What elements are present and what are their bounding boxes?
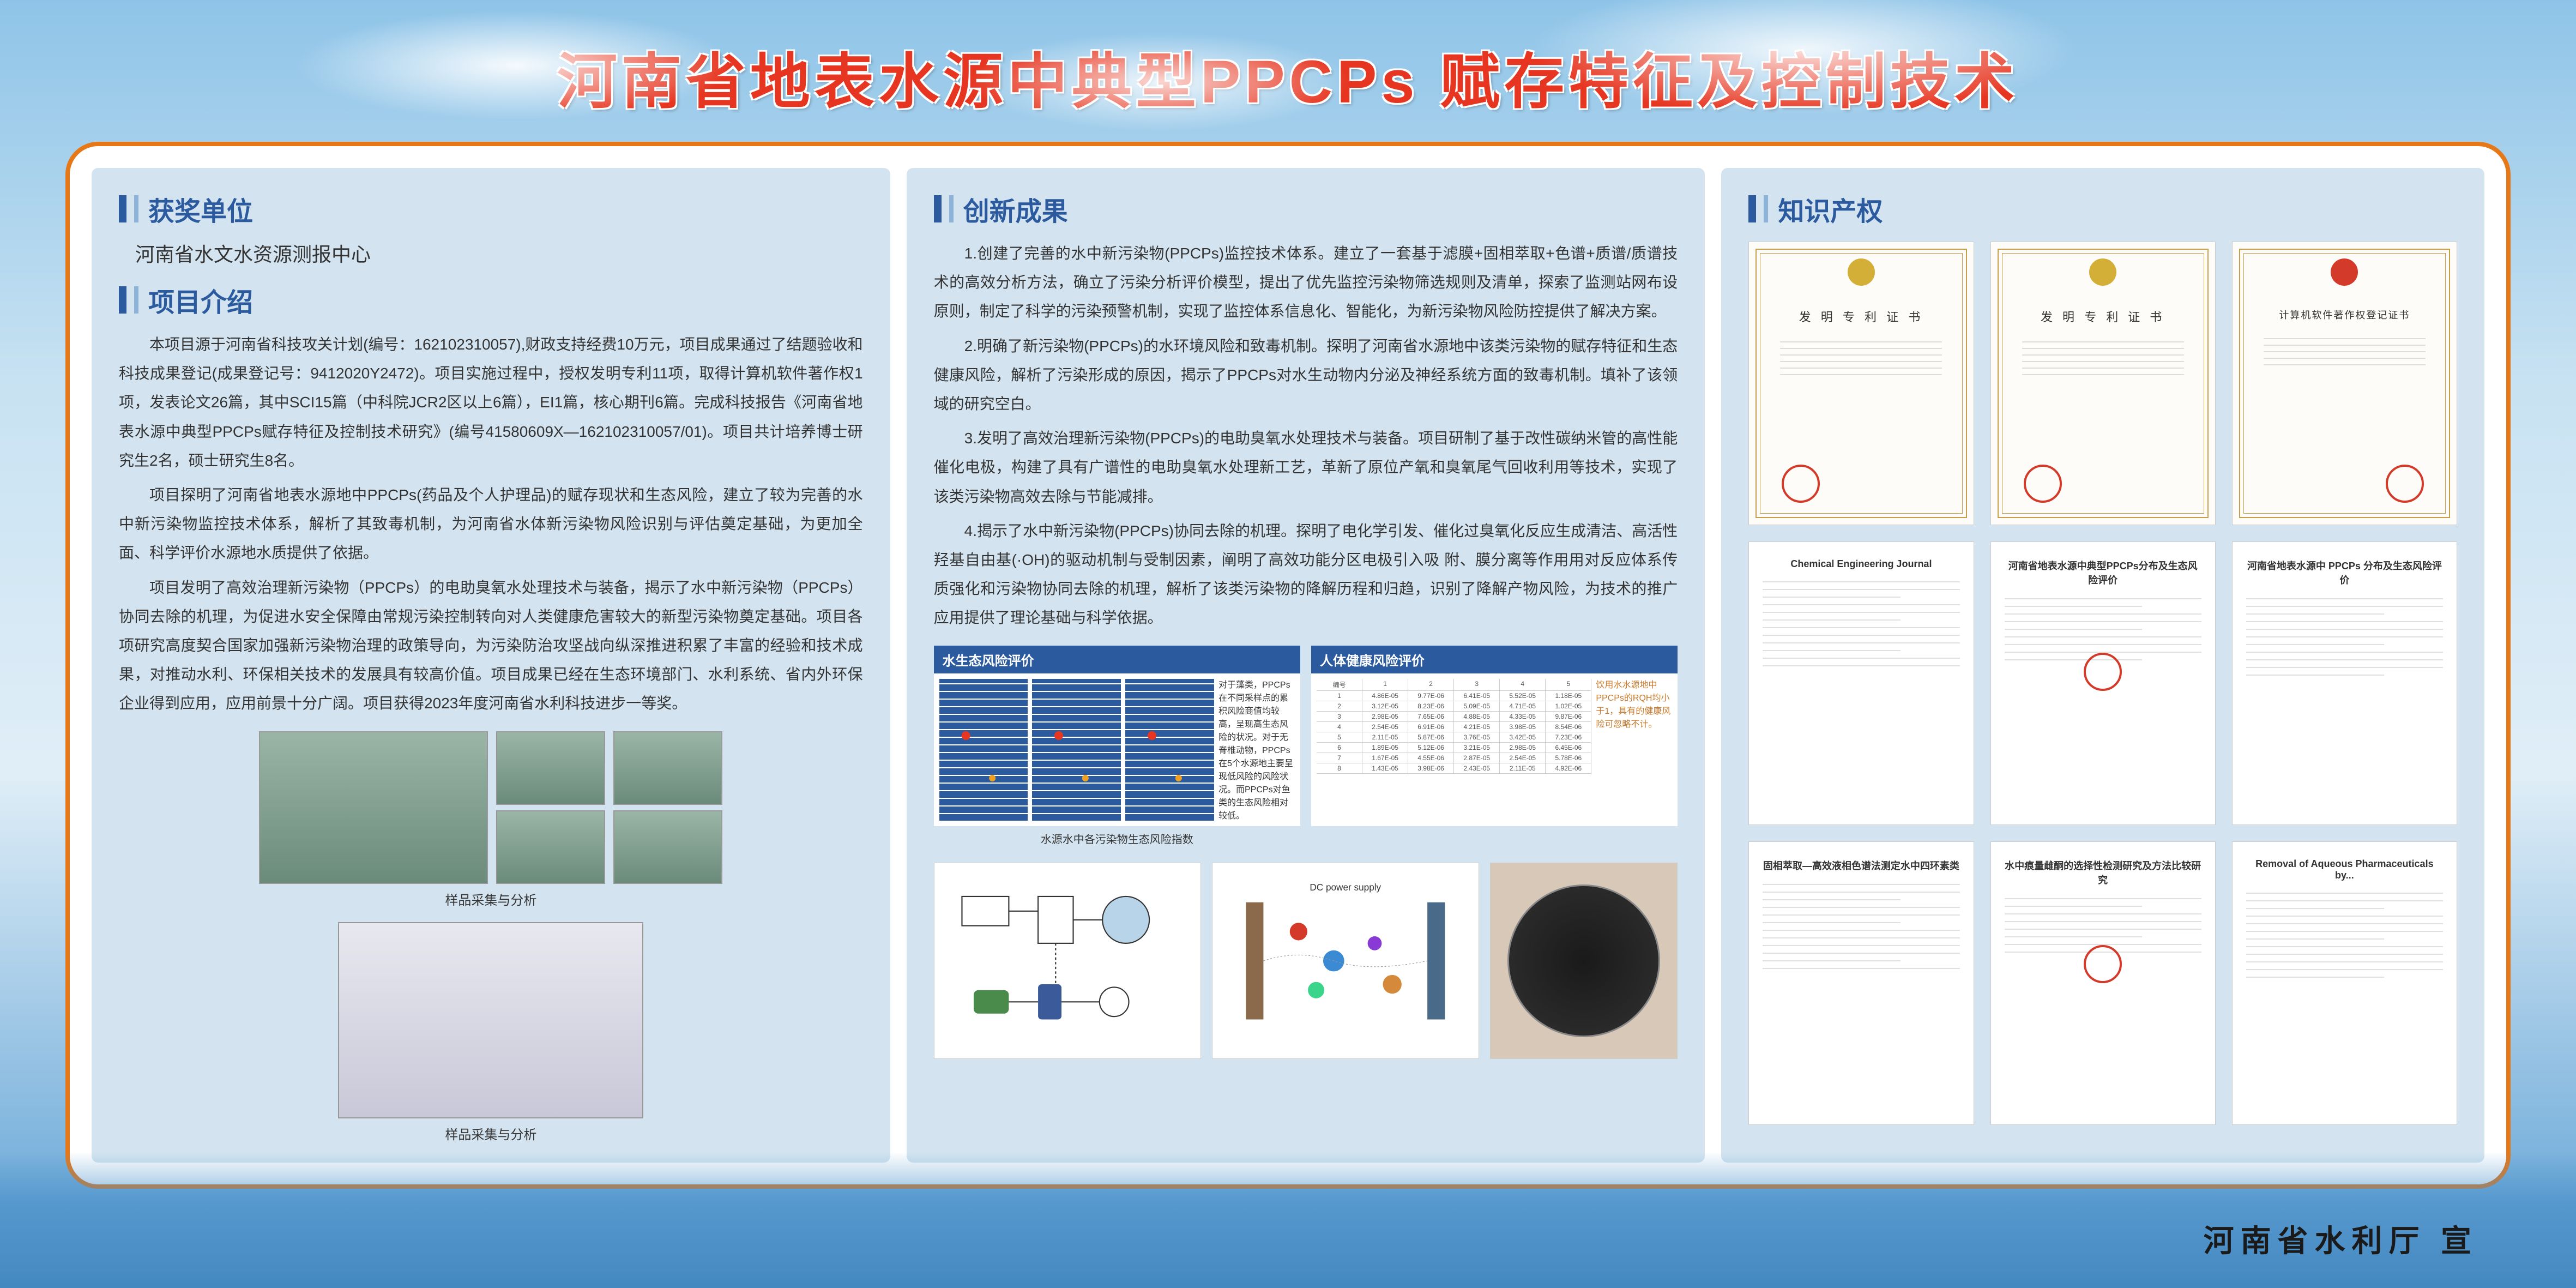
patent-cert: 发 明 专 利 证 书 xyxy=(1748,242,1974,525)
content-board: 获奖单位 河南省水文水资源测报中心 项目介绍 本项目源于河南省科技攻关计划(编号… xyxy=(65,142,2511,1189)
health-risk-box: 人体健康风险评价 编号12345 14.86E-059.77E-066.41E-… xyxy=(1311,646,1678,846)
project-intro-header: 项目介绍 xyxy=(119,281,863,319)
innov-p2: 2.明确了新污染物(PPCPs)的水环境风险和致毒机制。探明了河南省水源地中该类… xyxy=(934,332,1678,419)
process-diagrams: DC power supply xyxy=(934,863,1678,1059)
eco-risk-heatmap xyxy=(1032,679,1121,821)
mechanism-diagram: DC power supply xyxy=(1212,863,1479,1059)
journal-paper: 固相萃取—高效液相色谱法测定水中四环素类 xyxy=(1748,841,1974,1125)
right-panel: 知识产权 发 明 专 利 证 书 发 明 专 利 证 书 计算机软件著作权登记证 xyxy=(1721,168,2484,1163)
intro-p1: 本项目源于河南省科技攻关计划(编号：162102310057),财政支持经费10… xyxy=(119,330,863,475)
photo-caption-2: 样品采集与分析 xyxy=(119,1124,863,1143)
software-cert: 计算机软件著作权登记证书 xyxy=(2232,242,2457,525)
journal-paper: 水中痕量雌酮的选择性检测研究及方法比较研究 xyxy=(1990,841,2216,1125)
eco-risk-text: 对于藻类，PPCPs在不同采样点的累积风险商值均较高，呈现高生态风险的状况。对于… xyxy=(1218,679,1295,821)
left-panel: 获奖单位 河南省水文水资源测报中心 项目介绍 本项目源于河南省科技攻关计划(编号… xyxy=(92,168,890,1163)
eco-risk-heatmap xyxy=(939,679,1028,821)
middle-panel: 创新成果 1.创建了完善的水中新污染物(PPCPs)监控技术体系。建立了一套基于… xyxy=(907,168,1705,1163)
intro-p2: 项目探明了河南省地表水源地中PPCPs(药品及个人护理品)的赋存现状和生态风险，… xyxy=(119,480,863,568)
journal-paper: 河南省地表水源中 PPCPs 分布及生态风险评价 xyxy=(2232,541,2457,825)
health-risk-table: 编号12345 14.86E-059.77E-066.41E-055.52E-0… xyxy=(1317,679,1591,821)
journal-paper: Removal of Aqueous Pharmaceuticals by... xyxy=(2232,841,2457,1125)
field-photo xyxy=(496,810,605,884)
risk-evaluation-row: 水生态风险评价 对于藻类，PPCPs在不同采样点的累积风险商值均较高，呈现高生态… xyxy=(934,646,1678,846)
ip-header: 知识产权 xyxy=(1748,190,2457,228)
electrode-sample xyxy=(1490,863,1678,1059)
field-photo xyxy=(613,731,722,805)
eco-risk-caption: 水源水中各污染物生态风险指数 xyxy=(934,830,1300,846)
intro-p3: 项目发明了高效治理新污染物（PPCPs）的电助臭氧水处理技术与装备，揭示了水中新… xyxy=(119,573,863,718)
carbon-electrode-disc xyxy=(1507,884,1660,1037)
field-photo xyxy=(496,731,605,805)
journal-paper: 河南省地表水源中典型PPCPs分布及生态风险评价 xyxy=(1990,541,2216,825)
publisher-footer: 河南省水利厅 宣 xyxy=(2203,1217,2478,1261)
innov-p3: 3.发明了高效治理新污染物(PPCPs)的电助臭氧水处理技术与装备。项目研制了基… xyxy=(934,424,1678,511)
field-photo xyxy=(259,731,488,884)
innov-p4: 4.揭示了水中新污染物(PPCPs)协同去除的机理。探明了电化学引发、催化过臭氧… xyxy=(934,516,1678,633)
innovation-header: 创新成果 xyxy=(934,190,1678,228)
field-photos xyxy=(119,731,863,884)
lab-photo xyxy=(338,922,643,1118)
patent-cert: 发 明 专 利 证 书 xyxy=(1990,242,2216,525)
journal-paper: Chemical Engineering Journal xyxy=(1748,541,1974,825)
eco-risk-box: 水生态风险评价 对于藻类，PPCPs在不同采样点的累积风险商值均较高，呈现高生态… xyxy=(934,646,1300,846)
eco-risk-heatmap xyxy=(1125,679,1214,821)
process-flow-diagram xyxy=(934,863,1201,1059)
innov-p1: 1.创建了完善的水中新污染物(PPCPs)监控技术体系。建立了一套基于滤膜+固相… xyxy=(934,239,1678,326)
certificate-grid: 发 明 专 利 证 书 发 明 专 利 证 书 计算机软件著作权登记证书 Che… xyxy=(1748,242,2457,1125)
photo-caption-1: 样品采集与分析 xyxy=(119,889,863,908)
award-org-header: 获奖单位 xyxy=(119,190,863,228)
org-name: 河南省水文水资源测报中心 xyxy=(135,239,863,267)
field-photo xyxy=(613,810,722,884)
svg-text:DC power supply: DC power supply xyxy=(1310,882,1381,893)
health-risk-text: 饮用水水源地中PPCPs的RQH均小于1，具有的健康风险可忽略不计。 xyxy=(1596,679,1672,821)
lab-photos xyxy=(119,922,863,1118)
